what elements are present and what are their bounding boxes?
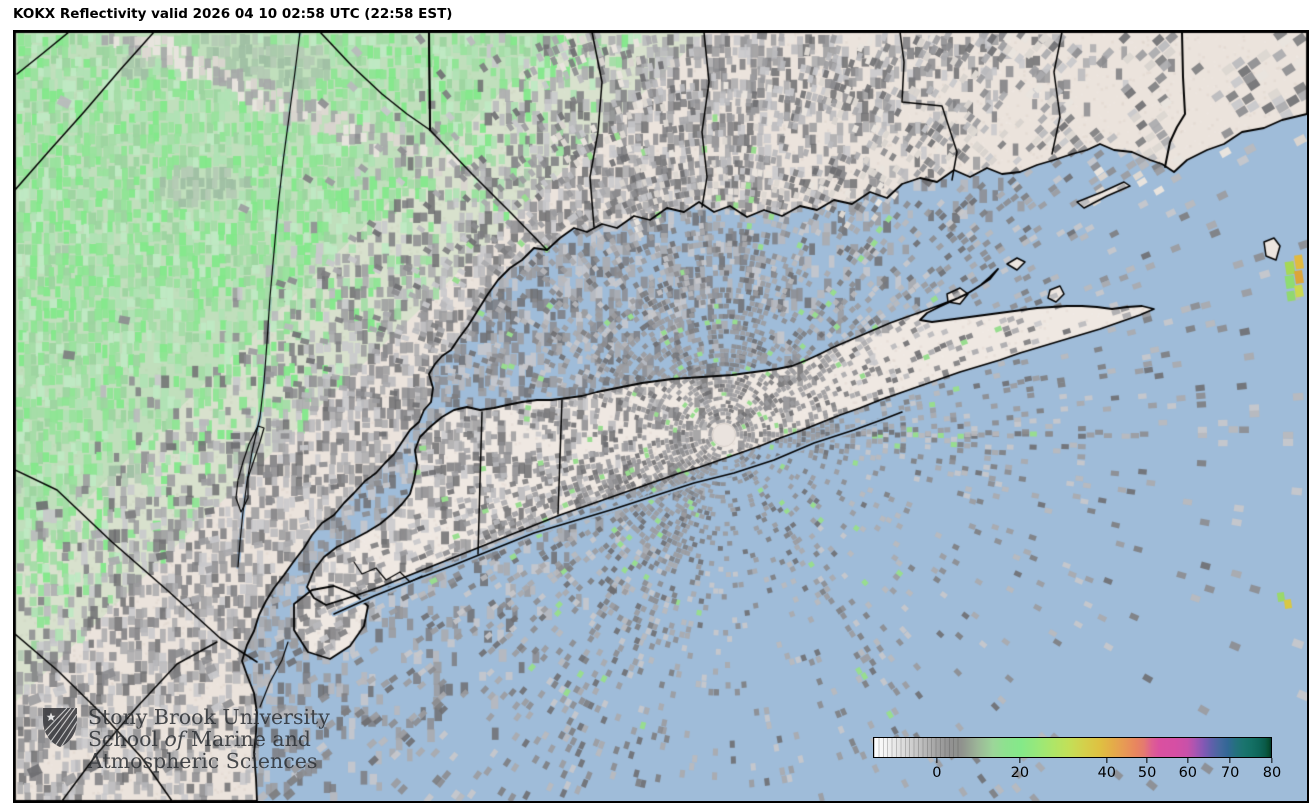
radar-canvas [15,32,1307,801]
radar-map: 0 20 40 50 60 70 80 Stony Brook University Sch… [13,30,1309,803]
figure-title: KOKX Reflectivity valid 2026 04 10 02:58… [13,6,453,22]
